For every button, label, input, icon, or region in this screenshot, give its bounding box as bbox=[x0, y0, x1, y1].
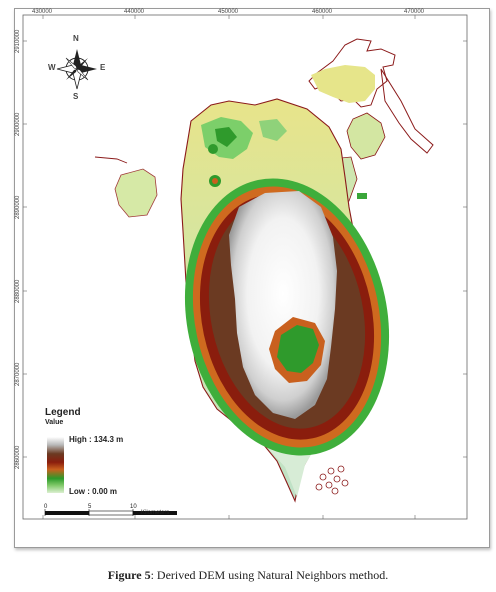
grid-ticks bbox=[23, 15, 467, 519]
scale-label-10: 10 bbox=[130, 504, 137, 510]
airport-causeway bbox=[380, 68, 434, 154]
scale-label-5: 5 bbox=[88, 504, 92, 510]
legend-high-label: High : 134.3 m bbox=[69, 435, 124, 444]
scale-bar bbox=[44, 509, 177, 516]
east-island bbox=[346, 112, 386, 160]
dem-map bbox=[22, 14, 468, 520]
north-islands-fill bbox=[311, 65, 375, 103]
reef-rings bbox=[315, 465, 349, 495]
legend-color-ramp bbox=[47, 437, 64, 493]
x-tick-450000: 450000 bbox=[218, 9, 239, 15]
figure-label: Figure 5 bbox=[107, 568, 151, 582]
x-tick-460000: 460000 bbox=[312, 9, 333, 15]
west-islet bbox=[114, 168, 158, 218]
map-neatline bbox=[22, 14, 468, 520]
y-tick-2900000: 2900000 bbox=[15, 112, 21, 136]
legend-low-label: Low : 0.00 m bbox=[69, 487, 118, 496]
compass-e: E bbox=[100, 63, 106, 72]
scale-unit: Kilometers bbox=[141, 510, 170, 516]
map-legend: Legend Value High : 134.3 m Low : 0.00 m bbox=[45, 407, 165, 496]
y-tick-2910000: 2910000 bbox=[15, 29, 21, 53]
compass-rose bbox=[56, 49, 97, 90]
industrial-patch bbox=[357, 193, 367, 199]
y-tick-2880000: 2880000 bbox=[15, 279, 21, 303]
compass-n: N bbox=[73, 34, 79, 43]
y-tick-2860000: 2860000 bbox=[15, 445, 21, 469]
y-tick-2870000: 2870000 bbox=[15, 362, 21, 386]
causeway-line bbox=[94, 156, 128, 164]
compass-w: W bbox=[48, 63, 56, 72]
y-tick-2890000: 2890000 bbox=[15, 195, 21, 219]
legend-title: Legend bbox=[45, 407, 81, 418]
x-tick-430000: 430000 bbox=[32, 9, 53, 15]
x-tick-440000: 440000 bbox=[124, 9, 145, 15]
map-frame: 430000 440000 450000 460000 470000 29100… bbox=[14, 8, 490, 548]
scale-label-0: 0 bbox=[44, 504, 48, 510]
x-tick-470000: 470000 bbox=[404, 9, 425, 15]
figure-caption: Figure 5: Derived DEM using Natural Neig… bbox=[0, 568, 496, 583]
figure-caption-text: : Derived DEM using Natural Neighbors me… bbox=[150, 568, 389, 582]
legend-subtitle: Value bbox=[45, 419, 64, 426]
compass-s: S bbox=[73, 92, 79, 101]
